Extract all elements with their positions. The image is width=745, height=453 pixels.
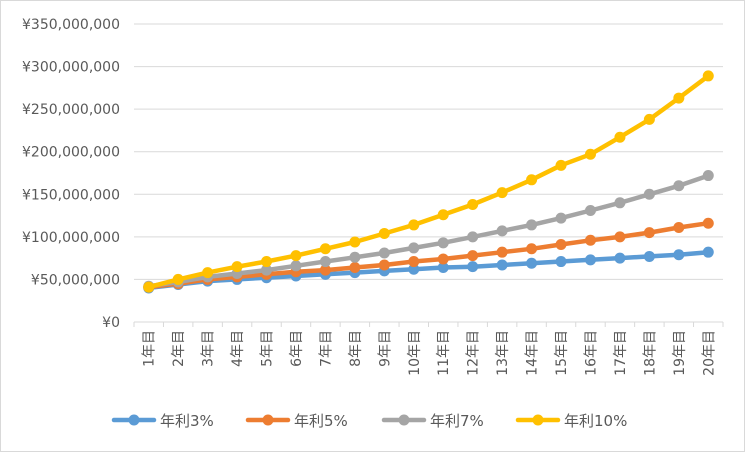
x-tick-label: 11年目 xyxy=(436,330,452,376)
x-tick-label: 20年目 xyxy=(701,330,717,376)
y-tick-label: ¥50,000,000 xyxy=(31,272,120,288)
data-point xyxy=(496,259,508,271)
data-point xyxy=(349,236,361,248)
x-tick-label: 3年目 xyxy=(201,330,217,367)
data-point xyxy=(408,256,420,268)
x-tick-label: 7年目 xyxy=(318,330,334,367)
data-point xyxy=(526,219,538,231)
x-tick-label: 1年目 xyxy=(142,330,158,367)
y-tick-label: ¥150,000,000 xyxy=(22,187,120,203)
y-tick-label: ¥250,000,000 xyxy=(22,102,120,118)
data-point xyxy=(555,212,567,224)
x-tick-label: 6年目 xyxy=(289,330,305,367)
data-point xyxy=(437,262,449,274)
data-point xyxy=(555,159,567,171)
data-point xyxy=(643,250,655,262)
data-point xyxy=(643,227,655,239)
x-tick-label: 16年目 xyxy=(583,330,599,376)
data-point xyxy=(408,263,420,275)
legend-marker-1 xyxy=(128,414,140,426)
y-tick-label: ¥350,000,000 xyxy=(22,17,120,33)
data-point xyxy=(673,180,685,192)
data-point xyxy=(702,170,714,182)
x-tick-label: 4年目 xyxy=(230,330,246,367)
legend-marker-4 xyxy=(532,414,544,426)
legend-marker-3 xyxy=(398,414,410,426)
data-point xyxy=(172,273,184,285)
data-point xyxy=(408,219,420,231)
x-tick-label: 12年目 xyxy=(466,330,482,376)
data-point xyxy=(614,252,626,264)
data-point xyxy=(673,249,685,261)
data-point xyxy=(555,239,567,251)
data-point xyxy=(290,250,302,262)
legend-marker-2 xyxy=(262,414,274,426)
data-point xyxy=(702,70,714,82)
x-tick-label: 8年目 xyxy=(348,330,364,367)
x-tick-label: 10年目 xyxy=(407,330,423,376)
data-point xyxy=(702,246,714,258)
y-tick-label: ¥200,000,000 xyxy=(22,145,120,161)
data-point xyxy=(319,243,331,255)
data-point xyxy=(702,217,714,229)
data-point xyxy=(584,234,596,246)
data-point xyxy=(408,242,420,254)
data-point xyxy=(614,131,626,143)
data-point xyxy=(584,148,596,160)
data-point xyxy=(673,92,685,104)
data-point xyxy=(526,243,538,255)
data-point xyxy=(496,187,508,199)
y-tick-label: ¥0 xyxy=(102,315,120,331)
data-point xyxy=(290,260,302,272)
data-point xyxy=(467,231,479,243)
data-point xyxy=(584,204,596,216)
data-point xyxy=(496,246,508,258)
data-point xyxy=(643,188,655,200)
data-point xyxy=(349,262,361,274)
x-tick-label: 15年目 xyxy=(554,330,570,376)
data-point xyxy=(261,256,273,268)
data-point xyxy=(526,174,538,186)
data-point xyxy=(643,113,655,125)
data-point xyxy=(261,264,273,276)
data-point xyxy=(231,261,243,273)
x-tick-label: 5年目 xyxy=(260,330,276,367)
data-point xyxy=(614,231,626,243)
legend-label-2: 年利5% xyxy=(294,412,348,430)
data-point xyxy=(467,261,479,273)
data-point xyxy=(349,251,361,263)
data-point xyxy=(143,281,155,293)
x-tick-label: 13年目 xyxy=(495,330,511,376)
legend-label-1: 年利3% xyxy=(160,412,214,430)
data-point xyxy=(319,256,331,268)
x-tick-label: 2年目 xyxy=(171,330,187,367)
data-point xyxy=(437,253,449,265)
data-point xyxy=(467,199,479,211)
x-tick-label: 19年目 xyxy=(672,330,688,376)
data-point xyxy=(467,250,479,262)
y-tick-label: ¥100,000,000 xyxy=(22,230,120,246)
data-point xyxy=(378,259,390,271)
x-tick-label: 18年目 xyxy=(642,330,658,376)
data-point xyxy=(319,264,331,276)
data-point xyxy=(673,221,685,233)
data-point xyxy=(437,237,449,249)
data-point xyxy=(378,247,390,259)
x-tick-label: 17年目 xyxy=(613,330,629,376)
x-tick-label: 14年目 xyxy=(525,330,541,376)
data-point xyxy=(614,197,626,209)
data-point xyxy=(496,225,508,237)
data-point xyxy=(437,209,449,221)
data-point xyxy=(378,227,390,239)
x-tick-label: 9年目 xyxy=(377,330,393,367)
data-point xyxy=(526,257,538,269)
data-point xyxy=(202,267,214,279)
y-tick-label: ¥300,000,000 xyxy=(22,60,120,76)
legend-label-4: 年利10% xyxy=(564,412,627,430)
legend-label-3: 年利7% xyxy=(430,412,484,430)
data-point xyxy=(584,254,596,266)
data-point xyxy=(555,256,567,268)
